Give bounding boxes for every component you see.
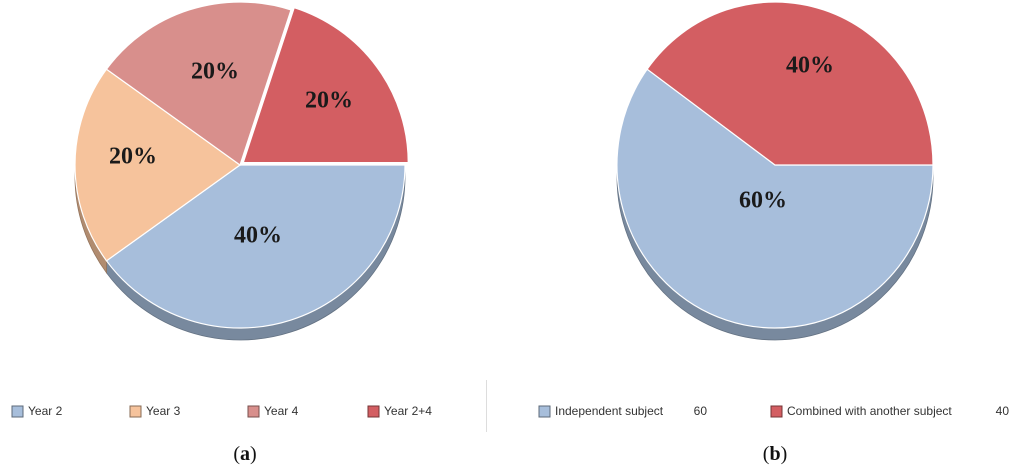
data-label-a-1: 40%	[234, 223, 282, 249]
pie-slice-a-1	[105, 164, 406, 329]
data-label-b-2: 40%	[786, 53, 834, 79]
panel-divider	[486, 380, 487, 432]
legend-label-a-1: Year 2	[28, 404, 63, 418]
pie-slice-a-2	[74, 68, 242, 262]
legend-swatch-a-1	[11, 405, 24, 418]
panel-caption-b: (b)	[763, 443, 787, 465]
legend-label-b-2: Combined with another subject	[787, 404, 952, 418]
pie-slice-b-2	[646, 1, 934, 166]
legend-swatch-a-2	[129, 405, 142, 418]
legend-label-a-4: Year 2+4	[384, 404, 432, 418]
pie-chart-b: 60% 40% Independent subject 60 Combined with…	[538, 1, 1010, 465]
data-label-a-2: 20%	[109, 144, 157, 170]
legend-value-b-2: 40	[996, 404, 1010, 418]
legend-swatch-b-2	[770, 405, 783, 418]
legend-swatch-a-4	[367, 405, 380, 418]
panel-caption-a: (a)	[233, 443, 256, 465]
data-label-a-4: 20%	[305, 88, 353, 114]
legend-label-a-2: Year 3	[146, 404, 181, 418]
legend-label-b-1: Independent subject	[555, 404, 664, 418]
legend-swatch-a-3	[247, 405, 260, 418]
legend-swatch-b-1	[538, 405, 551, 418]
pie-chart-a: 40% 20% 20% 20% Year 2 Year 3 Year 4 Year 2+4 (a…	[11, 1, 432, 465]
pie-slice-a-4	[242, 6, 409, 164]
data-label-a-3: 20%	[191, 59, 239, 85]
data-label-b-1: 60%	[739, 188, 787, 214]
pie-slice-a-3	[105, 1, 292, 166]
legend-label-a-3: Year 4	[264, 404, 299, 418]
pie-slice-b-1	[616, 68, 934, 329]
legend-value-b-1: 60	[694, 404, 708, 418]
